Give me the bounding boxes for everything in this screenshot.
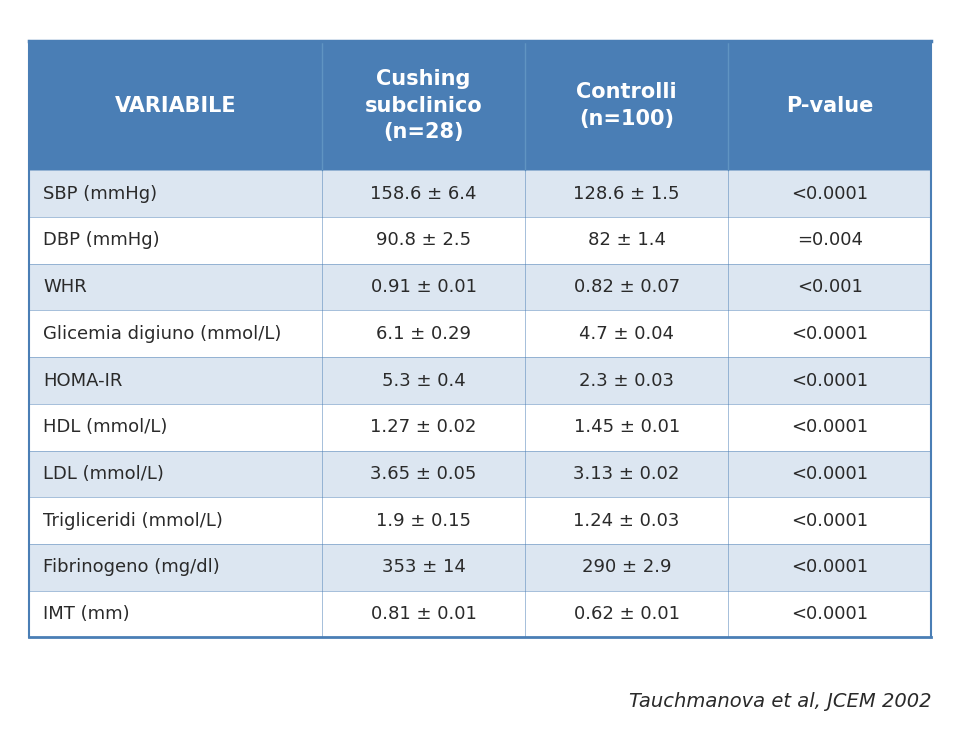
Text: 353 ± 14: 353 ± 14 [382, 558, 466, 576]
Text: Cushing
subclinico
(n=28): Cushing subclinico (n=28) [365, 69, 483, 142]
Text: 2.3 ± 0.03: 2.3 ± 0.03 [579, 371, 674, 390]
Text: 1.45 ± 0.01: 1.45 ± 0.01 [573, 418, 680, 436]
Text: 4.7 ± 0.04: 4.7 ± 0.04 [579, 325, 674, 343]
Text: Trigliceridi (mmol/L): Trigliceridi (mmol/L) [43, 511, 223, 530]
Text: 128.6 ± 1.5: 128.6 ± 1.5 [573, 185, 680, 203]
Text: <0.0001: <0.0001 [791, 325, 868, 343]
Text: 3.13 ± 0.02: 3.13 ± 0.02 [573, 465, 680, 483]
Text: Glicemia digiuno (mmol/L): Glicemia digiuno (mmol/L) [43, 325, 281, 343]
Text: <0.0001: <0.0001 [791, 465, 868, 483]
Bar [29, 41, 931, 170]
Bar [29, 591, 931, 637]
Text: 90.8 ± 2.5: 90.8 ± 2.5 [376, 231, 471, 250]
Text: <0.0001: <0.0001 [791, 371, 868, 390]
Text: 0.81 ± 0.01: 0.81 ± 0.01 [371, 605, 476, 623]
Text: 290 ± 2.9: 290 ± 2.9 [582, 558, 671, 576]
Bar [29, 404, 931, 451]
Bar [29, 310, 931, 357]
Bar [29, 217, 931, 264]
Text: 158.6 ± 6.4: 158.6 ± 6.4 [371, 185, 477, 203]
Text: 1.9 ± 0.15: 1.9 ± 0.15 [376, 511, 471, 530]
Bar [29, 544, 931, 591]
Text: 1.24 ± 0.03: 1.24 ± 0.03 [573, 511, 680, 530]
Bar [29, 357, 931, 404]
Text: 0.91 ± 0.01: 0.91 ± 0.01 [371, 278, 476, 296]
Text: HDL (mmol/L): HDL (mmol/L) [43, 418, 168, 436]
Text: P-value: P-value [786, 96, 874, 116]
Text: Fibrinogeno (mg/dl): Fibrinogeno (mg/dl) [43, 558, 220, 576]
Text: 3.65 ± 0.05: 3.65 ± 0.05 [371, 465, 477, 483]
Text: WHR: WHR [43, 278, 87, 296]
Bar [29, 264, 931, 310]
Text: SBP (mmHg): SBP (mmHg) [43, 185, 157, 203]
Text: <0.0001: <0.0001 [791, 605, 868, 623]
Text: 0.62 ± 0.01: 0.62 ± 0.01 [574, 605, 680, 623]
Text: HOMA-IR: HOMA-IR [43, 371, 123, 390]
Text: DBP (mmHg): DBP (mmHg) [43, 231, 159, 250]
Text: 5.3 ± 0.4: 5.3 ± 0.4 [382, 371, 466, 390]
Text: <0.0001: <0.0001 [791, 418, 868, 436]
Text: Controlli
(n=100): Controlli (n=100) [576, 82, 677, 129]
Text: 82 ± 1.4: 82 ± 1.4 [588, 231, 665, 250]
Text: <0.0001: <0.0001 [791, 511, 868, 530]
Text: =0.004: =0.004 [797, 231, 863, 250]
Text: Tauchmanova et al, JCEM 2002: Tauchmanova et al, JCEM 2002 [629, 692, 931, 711]
Text: LDL (mmol/L): LDL (mmol/L) [43, 465, 164, 483]
Text: <0.001: <0.001 [797, 278, 863, 296]
Text: 1.27 ± 0.02: 1.27 ± 0.02 [371, 418, 477, 436]
Bar [29, 497, 931, 544]
Text: IMT (mm): IMT (mm) [43, 605, 130, 623]
Text: 6.1 ± 0.29: 6.1 ± 0.29 [376, 325, 471, 343]
Text: 0.82 ± 0.07: 0.82 ± 0.07 [573, 278, 680, 296]
Text: <0.0001: <0.0001 [791, 558, 868, 576]
Text: <0.0001: <0.0001 [791, 185, 868, 203]
Bar [29, 451, 931, 497]
Bar [29, 170, 931, 217]
Text: VARIABILE: VARIABILE [114, 96, 236, 116]
